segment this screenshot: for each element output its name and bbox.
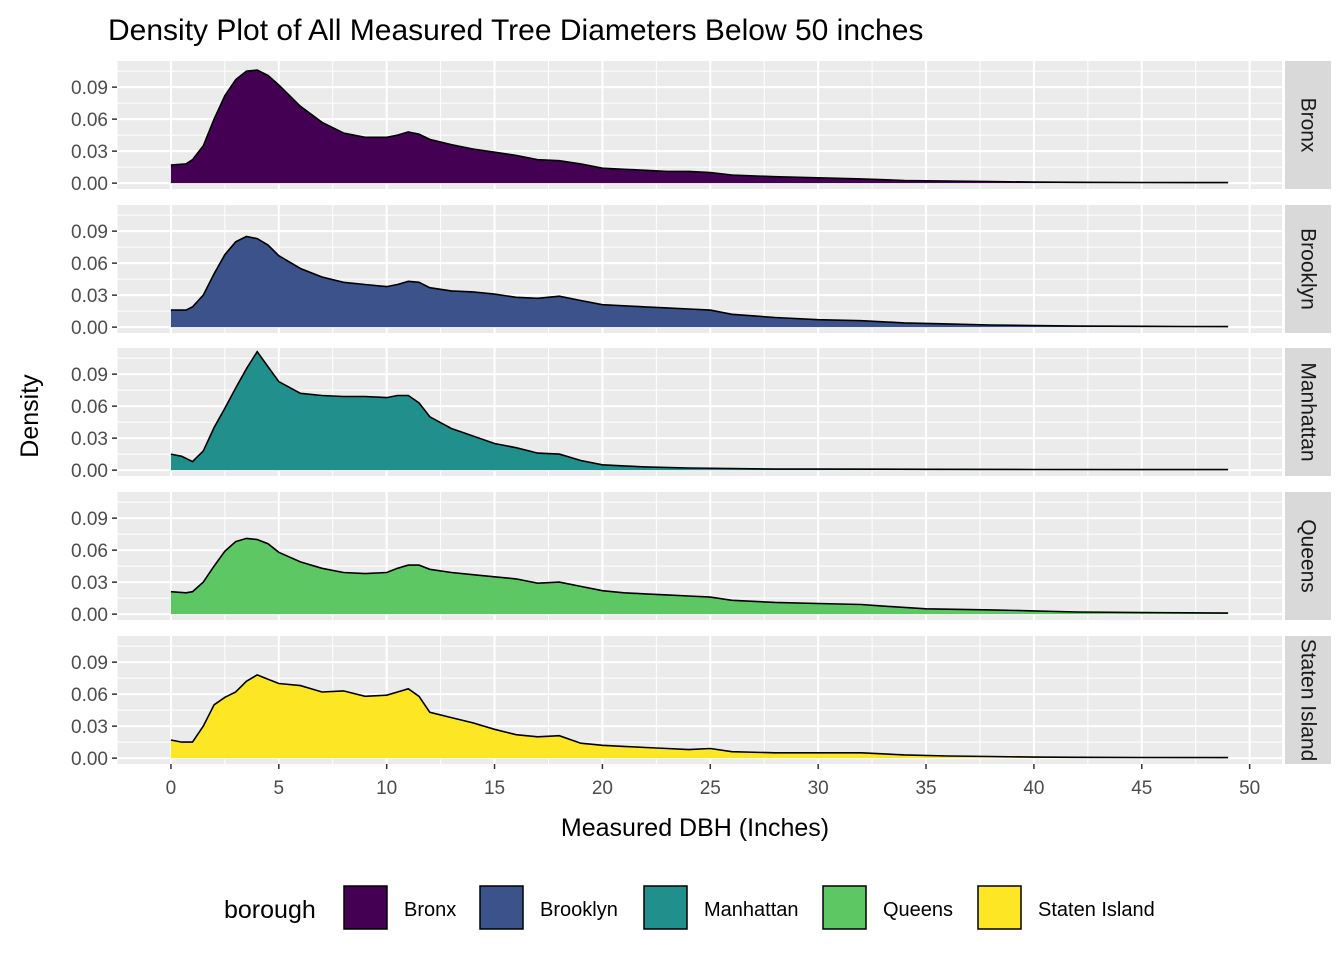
facet-strip-label: Staten Island — [1297, 639, 1320, 762]
density-outline — [170, 674, 1229, 759]
density-outline — [170, 235, 1229, 328]
facet-strip — [1285, 348, 1331, 476]
y-tick-label: 0.00 — [71, 749, 108, 770]
y-tick-label: 0.06 — [71, 397, 108, 418]
x-tick-label: 0 — [166, 778, 177, 799]
chart-title: Density Plot of All Measured Tree Diamet… — [108, 14, 923, 47]
x-tick-label: 10 — [376, 778, 397, 799]
y-tick-label: 0.09 — [71, 509, 108, 530]
x-tick-label: 5 — [274, 778, 285, 799]
legend-key — [643, 885, 688, 930]
legend-label: Brooklyn — [540, 899, 618, 921]
facet-strip-label: Queens — [1297, 519, 1320, 593]
density-outline — [170, 350, 1229, 471]
legend-label: Manhattan — [704, 899, 799, 921]
legend-title: borough — [224, 896, 316, 924]
y-tick-label: 0.03 — [71, 286, 108, 307]
y-tick-label: 0.03 — [71, 717, 108, 738]
density-outline — [170, 537, 1229, 614]
x-tick-label: 40 — [1023, 778, 1044, 799]
facet-strip — [1285, 61, 1331, 189]
density-area-staten-island — [170, 674, 1229, 759]
facet-panel: 0.00 0.03 0.06 0.09 Queens — [71, 492, 1331, 626]
x-tick-label: 35 — [915, 778, 936, 799]
facet-strip — [1285, 636, 1331, 764]
legend-item: Manhattan — [643, 885, 799, 930]
legend-item: Queens — [822, 885, 953, 930]
legend-key — [479, 885, 524, 930]
x-axis-label: Measured DBH (Inches) — [561, 814, 829, 842]
density-area-manhattan — [170, 351, 1229, 471]
density-area-bronx — [170, 70, 1229, 184]
y-tick-label: 0.06 — [71, 685, 108, 706]
legend-key — [977, 885, 1022, 930]
x-tick-label: 20 — [592, 778, 613, 799]
facet-strip — [1285, 205, 1331, 333]
legend-label: Staten Island — [1038, 899, 1155, 921]
facet-strip-label: Manhattan — [1297, 362, 1320, 461]
density-area-queens — [170, 538, 1229, 615]
x-tick-label: 30 — [808, 778, 829, 799]
legend-item: Bronx — [343, 885, 456, 930]
y-tick-label: 0.00 — [71, 605, 108, 626]
legend-key — [343, 885, 388, 930]
facet-panel: 0.00 0.03 0.06 0.09 Brooklyn — [71, 205, 1331, 339]
x-tick-label: 25 — [700, 778, 721, 799]
facet-strip-label: Bronx — [1297, 98, 1320, 153]
y-tick-label: 0.06 — [71, 541, 108, 562]
facet-panel: 0.00 0.03 0.06 0.09 Staten Island — [71, 636, 1331, 770]
legend-item: Brooklyn — [479, 885, 618, 930]
y-tick-label: 0.03 — [71, 429, 108, 450]
x-tick-label: 15 — [484, 778, 505, 799]
legend-key — [822, 885, 867, 930]
legend-item: Staten Island — [977, 885, 1155, 930]
y-tick-label: 0.00 — [71, 174, 108, 195]
y-tick-label: 0.09 — [71, 653, 108, 674]
legend: borough Bronx Brooklyn Manhattan Queens Stat… — [224, 885, 1155, 930]
facet-panels: 0.00 0.03 0.06 0.09 Bronx 0.00 0.03 0.06 0.09 Bro… — [71, 61, 1331, 770]
x-tick-label: 45 — [1131, 778, 1152, 799]
x-axis: 0 5 10 15 20 25 30 35 40 45 50 — [166, 764, 1260, 799]
y-axis-label: Density — [16, 374, 44, 458]
facet-strip-label: Brooklyn — [1297, 228, 1320, 310]
y-tick-label: 0.06 — [71, 254, 108, 275]
y-tick-label: 0.03 — [71, 573, 108, 594]
y-tick-label: 0.09 — [71, 78, 108, 99]
y-tick-label: 0.06 — [71, 110, 108, 131]
density-outline — [170, 69, 1229, 184]
legend-label: Queens — [883, 899, 953, 921]
x-tick-label: 50 — [1239, 778, 1260, 799]
density-area-brooklyn — [170, 236, 1229, 328]
y-tick-label: 0.03 — [71, 142, 108, 163]
legend-label: Bronx — [404, 899, 456, 921]
facet-panel: 0.00 0.03 0.06 0.09 Bronx — [71, 61, 1331, 195]
y-tick-label: 0.09 — [71, 365, 108, 386]
y-tick-label: 0.00 — [71, 318, 108, 339]
facet-strip — [1285, 492, 1331, 620]
y-tick-label: 0.09 — [71, 222, 108, 243]
facet-panel: 0.00 0.03 0.06 0.09 Manhattan — [71, 348, 1331, 482]
y-tick-label: 0.00 — [71, 461, 108, 482]
